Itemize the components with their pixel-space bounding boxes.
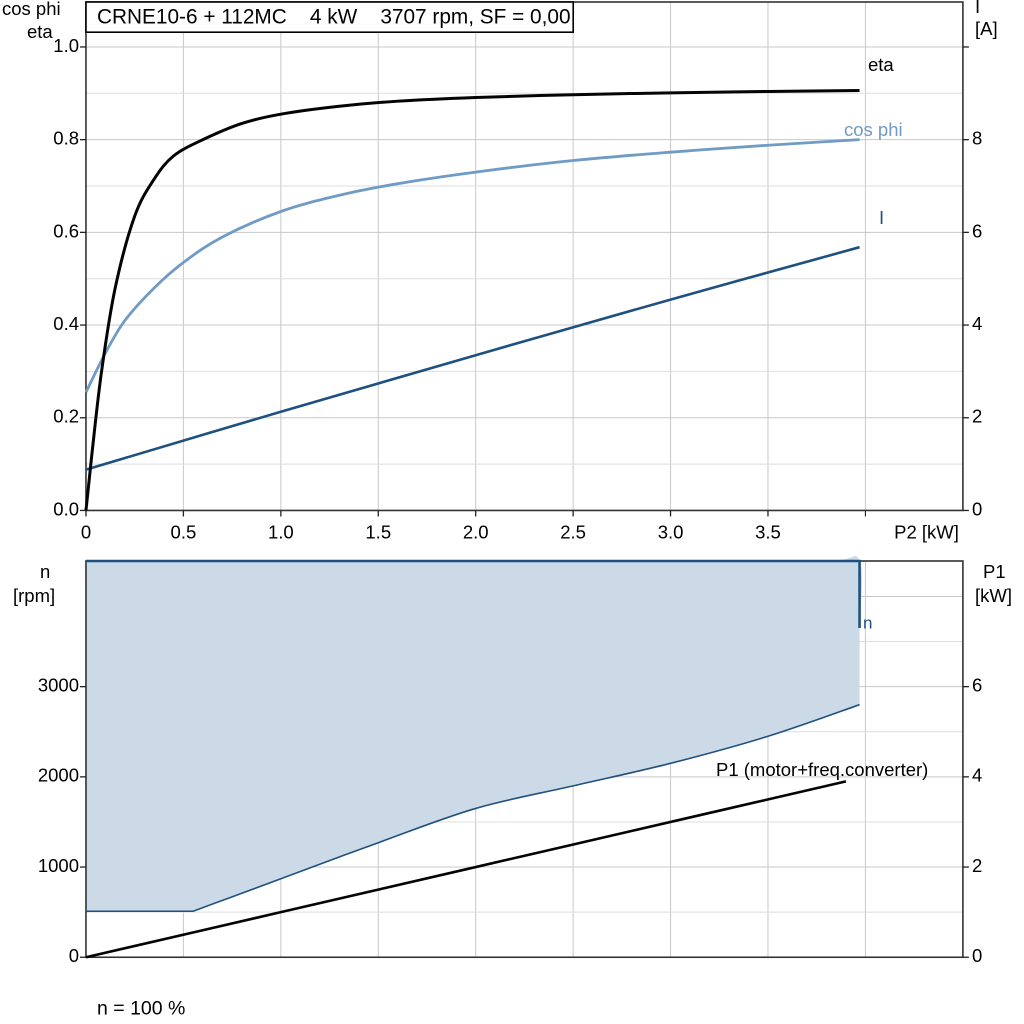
svg-text:1000: 1000: [38, 855, 79, 876]
svg-text:2.5: 2.5: [560, 521, 586, 542]
svg-text:n = 100 %: n = 100 %: [97, 997, 185, 1019]
svg-text:4: 4: [972, 313, 982, 334]
svg-text:0.0: 0.0: [53, 498, 79, 519]
svg-text:6: 6: [972, 675, 982, 696]
svg-text:I: I: [975, 0, 980, 17]
svg-text:0: 0: [81, 521, 91, 542]
svg-text:I: I: [879, 207, 884, 228]
svg-text:[kW]: [kW]: [975, 585, 1012, 606]
svg-text:P2 [kW]: P2 [kW]: [894, 521, 959, 542]
svg-text:cos phi: cos phi: [2, 0, 61, 19]
svg-text:3.0: 3.0: [658, 521, 684, 542]
svg-text:1.0: 1.0: [53, 35, 79, 56]
svg-text:P1 (motor+freq.converter): P1 (motor+freq.converter): [716, 759, 928, 780]
svg-text:1.5: 1.5: [365, 521, 391, 542]
svg-text:0: 0: [69, 945, 79, 966]
svg-text:eta: eta: [27, 21, 53, 42]
svg-text:0.5: 0.5: [171, 521, 197, 542]
svg-text:CRNE10-6 + 112MC 4 kW 37: CRNE10-6 + 112MC 4 kW 3707 rpm, SF = 0,0…: [97, 6, 571, 29]
svg-text:2: 2: [972, 406, 982, 427]
svg-text:[rpm]: [rpm]: [13, 585, 55, 606]
svg-text:P1: P1: [983, 561, 1006, 582]
svg-text:3.5: 3.5: [755, 521, 781, 542]
svg-text:[A]: [A]: [975, 18, 998, 39]
svg-text:4: 4: [972, 765, 982, 786]
svg-text:1.0: 1.0: [268, 521, 294, 542]
svg-text:2000: 2000: [38, 765, 79, 786]
svg-text:3000: 3000: [38, 675, 79, 696]
svg-text:0: 0: [972, 498, 982, 519]
svg-text:eta: eta: [868, 54, 894, 75]
svg-text:0.2: 0.2: [53, 406, 79, 427]
svg-text:8: 8: [972, 128, 982, 149]
svg-text:cos phi: cos phi: [844, 119, 903, 140]
svg-text:6: 6: [972, 220, 982, 241]
svg-text:2: 2: [972, 855, 982, 876]
svg-text:n: n: [863, 613, 872, 632]
svg-text:n: n: [40, 561, 50, 582]
svg-text:0.4: 0.4: [53, 313, 79, 334]
svg-text:0.8: 0.8: [53, 128, 79, 149]
svg-text:0: 0: [972, 945, 982, 966]
svg-text:0.6: 0.6: [53, 220, 79, 241]
svg-text:2.0: 2.0: [463, 521, 489, 542]
